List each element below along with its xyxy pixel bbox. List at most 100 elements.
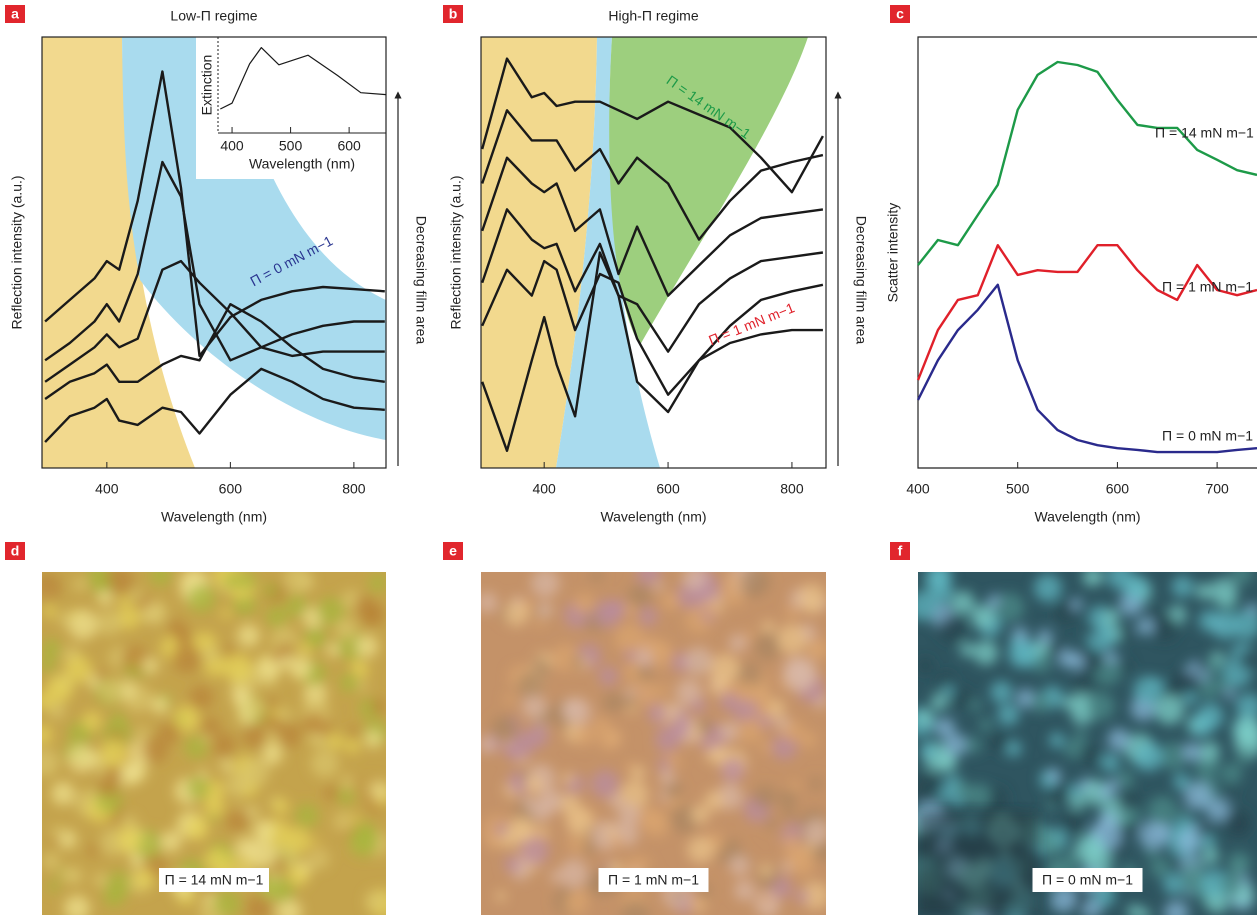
speckle (919, 741, 938, 759)
panel-title: Low-Π regime (170, 8, 257, 24)
speckle (130, 588, 144, 602)
x-tick-label: 400 (532, 481, 556, 497)
speckle (82, 711, 102, 731)
speckle (1139, 820, 1169, 851)
data-line (917, 60, 1257, 266)
speckle (95, 669, 108, 682)
x-tick-label: 400 (95, 481, 119, 497)
speckle (294, 803, 319, 828)
speckle (1171, 575, 1194, 598)
speckle (1183, 692, 1197, 706)
speckle (608, 793, 624, 809)
annotation: Decreasing film area (853, 216, 869, 345)
speckle (1083, 622, 1098, 637)
speckle (593, 599, 622, 628)
speckle (753, 632, 782, 661)
speckle (283, 572, 312, 593)
speckle (657, 684, 670, 696)
speckle (111, 712, 126, 727)
speckle (1173, 773, 1190, 791)
speckle (1221, 873, 1244, 896)
speckle (339, 673, 359, 693)
speckle (97, 589, 113, 606)
y-axis-label: Extinction (199, 55, 215, 116)
x-tick-label: 800 (780, 481, 804, 497)
speckle (1075, 646, 1104, 675)
speckle (348, 725, 360, 737)
speckle (266, 715, 283, 732)
speckle (689, 894, 704, 909)
speckle (1040, 834, 1061, 855)
speckle (1237, 649, 1257, 671)
speckle (97, 777, 118, 798)
data-line (481, 251, 823, 452)
speckle (96, 610, 123, 636)
speckle (765, 817, 778, 830)
speckle (68, 609, 99, 640)
speckle (719, 721, 740, 742)
speckle (725, 572, 743, 590)
speckle (118, 595, 130, 607)
speckle (973, 640, 999, 666)
speckle (654, 726, 681, 753)
speckle (1103, 609, 1120, 626)
speckle (519, 835, 550, 866)
speckle (539, 789, 563, 813)
speckle (1047, 768, 1061, 782)
speckle (985, 786, 1008, 809)
speckle (780, 861, 792, 873)
speckle (1127, 904, 1143, 915)
speckle (1068, 783, 1082, 798)
speckle (354, 595, 376, 616)
speckle (1082, 572, 1102, 587)
speckle (1088, 605, 1112, 630)
speckle (573, 593, 595, 614)
speckle (561, 772, 575, 785)
speckle (270, 651, 282, 663)
speckle (240, 757, 270, 787)
speckle (737, 718, 763, 744)
speckle (265, 606, 288, 628)
speckle (316, 597, 346, 626)
speckle (270, 707, 281, 719)
label-box (159, 868, 269, 892)
speckle (1163, 873, 1185, 895)
speckle (1210, 578, 1238, 606)
speckle (243, 724, 268, 749)
speckle (136, 726, 149, 739)
annotation: Decreasing film area (413, 216, 429, 345)
speckle (320, 727, 331, 738)
band-green (609, 37, 808, 345)
x-axis-label: Wavelength (nm) (249, 156, 355, 172)
speckle (253, 819, 275, 842)
speckle (798, 583, 826, 611)
speckle (368, 573, 386, 593)
speckle (788, 781, 800, 792)
speckle (627, 584, 652, 608)
micrograph (918, 572, 1257, 915)
panel-letter: b (449, 6, 458, 22)
panel-letter: f (898, 543, 903, 559)
speckle (349, 828, 378, 858)
y-axis-label: Reflection intensity (a.u.) (9, 175, 25, 329)
speckle (337, 788, 355, 806)
speckle (42, 724, 53, 745)
speckle (64, 895, 91, 915)
speckle (590, 769, 620, 799)
speckle (549, 870, 562, 883)
speckle (1064, 740, 1083, 759)
speckle (964, 737, 982, 754)
speckle (130, 855, 143, 868)
speckle (365, 781, 377, 793)
speckle (753, 785, 777, 809)
speckle (696, 718, 714, 736)
speckle (1226, 787, 1237, 799)
speckle (1227, 851, 1251, 875)
speckle (1196, 660, 1209, 673)
panel-letter-box (890, 5, 910, 23)
speckle (1145, 846, 1158, 859)
data-line (220, 47, 387, 110)
speckle (1232, 609, 1257, 640)
panel-letter-box (5, 5, 25, 23)
